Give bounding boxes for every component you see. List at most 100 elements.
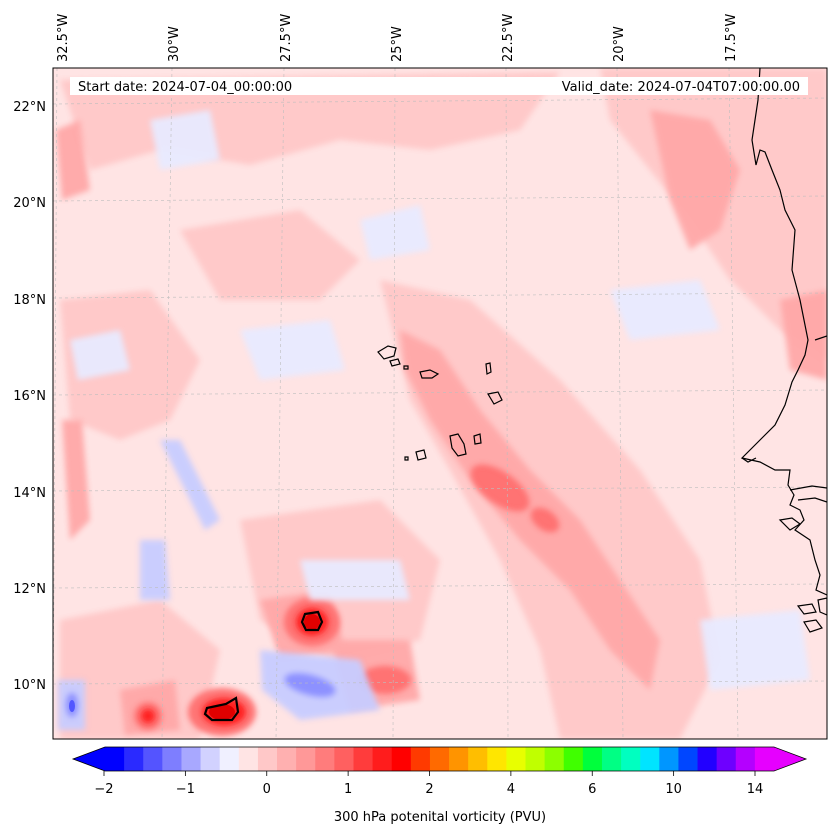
longitude-labels: 32.5°W 30°W 27.5°W 25°W 22.5°W 20°W 17.5…: [56, 14, 739, 62]
colorbar: −2 −1 0 1 2 4 6 10 14 300 hPa potenital vorticit…: [71, 746, 808, 825]
island-sal: [485, 362, 492, 375]
colorbar-outline: [71, 746, 808, 772]
colorbar-segment: [621, 747, 641, 771]
colorbar-segment: [315, 747, 335, 771]
island-fogo: [415, 449, 427, 461]
colorbar-segment: [372, 747, 393, 771]
lat-label-14n: 14°N: [13, 486, 46, 501]
lon-label-32-5w: 32.5°W: [56, 14, 71, 62]
lat-label-22n: 22°N: [13, 100, 46, 115]
colorbar-segment: [487, 747, 507, 771]
coast-far-east: [814, 335, 827, 341]
header-strip: [70, 77, 808, 95]
pv-streak-northeast: [650, 110, 740, 250]
colorbar-tick-label: 0: [263, 782, 271, 797]
coast-guinea-bissau-1: [778, 517, 802, 531]
colorbar-segment: [659, 747, 679, 771]
colorbar-extend-high: [774, 747, 806, 771]
pv-core-c: [141, 709, 155, 723]
colorbar-segment: [143, 747, 163, 771]
lon-label-17-5w: 17.5°W: [724, 14, 739, 62]
coast-casamance: [797, 497, 827, 503]
lon-label-27-5w: 27.5°W: [279, 14, 294, 62]
pv-neg-east: [610, 280, 720, 340]
colorbar-tick-label: 1: [344, 782, 352, 797]
colorbar-segment: [181, 747, 202, 771]
colorbar-tick-label: 2: [425, 782, 433, 797]
colorbar-segment: [563, 747, 584, 771]
colorbar-segment: [429, 747, 450, 771]
map-panel: Start date: 2024-07-04_00:00:00 Valid_da…: [52, 67, 828, 740]
colorbar-segment: [525, 747, 546, 771]
pv-neg-core-sw-inner: [69, 700, 75, 712]
cape-verde-islands: [377, 345, 503, 461]
colorbar-segment: [544, 747, 565, 771]
colorbar-ticks: −2 −1 0 1 2 4 6 10 14: [94, 771, 763, 797]
coast-bijagos: [803, 619, 823, 633]
colorbar-segment: [391, 747, 412, 771]
colorbar-tick-label: 10: [665, 782, 682, 797]
colorbar-segment: [449, 747, 469, 771]
colorbar-tick-label: 14: [747, 782, 764, 797]
start-date-text: Start date: 2024-07-04_00:00:00: [78, 80, 292, 95]
colorbar-segment: [238, 747, 259, 771]
pv-neg-streak-1: [160, 440, 220, 530]
pv-neg-southeast: [700, 610, 810, 690]
pv-swath-southwest: [60, 600, 220, 739]
pv-contour-b: [203, 696, 240, 722]
latitude-labels: 22°N 20°N 18°N 16°N 14°N 12°N 10°N: [13, 100, 46, 693]
colorbar-segment: [200, 747, 221, 771]
colorbar-segment: [697, 747, 718, 771]
colorbar-segment: [257, 747, 278, 771]
pv-swath-west: [60, 290, 200, 440]
pv-max-south-central: [359, 666, 411, 694]
pv-max-offshore: [470, 464, 530, 512]
pv-patch-far-east: [780, 290, 827, 380]
colorbar-tick-label: −1: [176, 782, 195, 797]
island-santiago: [449, 433, 467, 457]
coast-gambia-river: [789, 485, 827, 491]
map-border: [52, 67, 828, 740]
pv-core-a-inner: [304, 614, 320, 630]
valid-date-text: Valid_date: 2024-07-04T07:00:00.00: [562, 80, 800, 95]
colorbar-segments: [105, 747, 775, 771]
pv-neg-central: [240, 320, 345, 380]
pv-contour-a: [300, 610, 324, 632]
coast-guinea: [817, 597, 827, 616]
island-boa-vista: [487, 391, 503, 405]
colorbar-segment: [277, 747, 297, 771]
pv-neg-west: [70, 330, 130, 380]
african-coastline: [740, 68, 827, 633]
pv-contour-field: [53, 68, 827, 739]
colorbar-segment: [678, 747, 699, 771]
pv-streak-capeverde: [400, 330, 660, 690]
colorbar-tick-label: −2: [94, 782, 113, 797]
colorbar-segment: [582, 747, 603, 771]
pv-max-offshore-2: [530, 507, 560, 533]
coast-mauritania-senegal: [740, 68, 827, 596]
colorbar-label: 300 hPa potenital vorticity (PVU): [334, 810, 546, 825]
pv-swath-north-mid: [180, 210, 360, 300]
colorbar-segment: [219, 747, 240, 771]
pv-patch-west-edge: [56, 120, 90, 200]
colorbar-segment: [506, 747, 527, 771]
pv-core-b-inner: [209, 704, 235, 720]
colorbar-segment: [716, 747, 737, 771]
pv-neg-south: [300, 560, 410, 600]
lon-label-20w: 20°W: [612, 26, 627, 62]
lon-label-30w: 30°W: [167, 26, 182, 62]
lon-label-22-5w: 22.5°W: [501, 14, 516, 62]
colorbar-segment: [105, 747, 125, 771]
pv-neg-mid: [360, 205, 430, 260]
gridlines: [53, 68, 827, 739]
pv-neg-streak-2: [140, 540, 170, 600]
coast-cap-vert: [741, 457, 757, 463]
island-maio: [473, 433, 482, 445]
lat-label-10n: 10°N: [13, 678, 46, 693]
colorbar-tick-label: 6: [588, 782, 596, 797]
pv-neg-west-strip: [150, 110, 220, 170]
island-santa-luzia: [403, 365, 409, 370]
lat-label-12n: 12°N: [13, 582, 46, 597]
colorbar-extend-low: [73, 747, 105, 771]
